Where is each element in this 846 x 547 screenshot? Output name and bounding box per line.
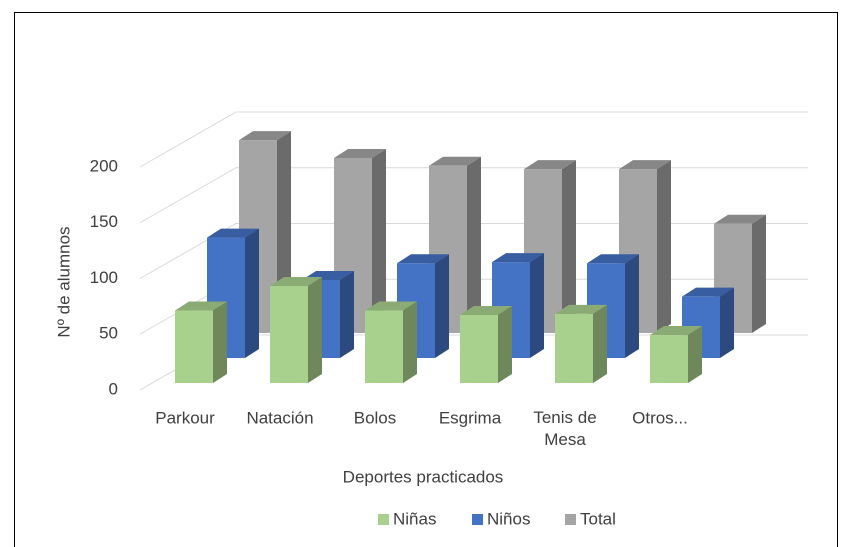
bar-side	[498, 305, 512, 383]
bar-top	[524, 160, 576, 170]
bar-top	[397, 254, 449, 264]
legend-swatch	[472, 514, 483, 525]
bar-top	[650, 326, 702, 336]
legend-label: Total	[580, 509, 616, 528]
bar-side	[562, 160, 576, 333]
bar	[555, 304, 607, 383]
x-tick-label: Natación	[246, 408, 313, 427]
legend-label: Niños	[487, 509, 530, 528]
bar-front	[555, 313, 593, 383]
bar-top	[682, 287, 734, 297]
x-tick-label: Tenis de Mesa	[533, 408, 596, 449]
bar-side	[245, 228, 259, 358]
bar-front	[365, 310, 403, 383]
bar-top	[587, 254, 639, 264]
bar-top	[270, 276, 322, 286]
bar-side	[720, 287, 734, 358]
bar-top	[555, 304, 607, 314]
grid-line	[139, 167, 808, 224]
bar-side	[530, 253, 544, 358]
bar-side	[340, 270, 354, 358]
bar-top	[207, 228, 259, 238]
bar-front	[270, 285, 308, 383]
bar-side	[752, 214, 766, 333]
y-tick-label: 100	[90, 268, 118, 287]
bar-front	[460, 314, 498, 383]
x-axis-title: Deportes practicados	[343, 467, 504, 486]
legend-swatch	[565, 514, 576, 525]
bar-top	[492, 253, 544, 263]
bar-top	[460, 305, 512, 315]
bar-top	[619, 160, 671, 170]
bar	[175, 301, 227, 383]
legend-label: Niñas	[393, 509, 436, 528]
legend-swatch	[378, 514, 389, 525]
x-tick-label: Parkour	[155, 408, 215, 427]
bar-top	[175, 301, 227, 311]
bar-side	[213, 301, 227, 383]
x-tick-label: Bolos	[354, 408, 397, 427]
x-tick-label: Esgrima	[439, 408, 502, 427]
bar	[650, 326, 702, 383]
bar-side	[467, 156, 481, 333]
bar-side	[372, 148, 386, 333]
grid-line	[139, 111, 808, 168]
bar	[460, 305, 512, 383]
bar-side	[593, 304, 607, 383]
bar-side	[435, 254, 449, 358]
y-tick-label: 50	[99, 324, 118, 343]
bar-top	[365, 301, 417, 311]
bar	[270, 276, 322, 383]
y-tick-label: 0	[109, 379, 118, 398]
y-axis-title: Nº de alumnos	[54, 226, 73, 337]
grid-line	[139, 223, 808, 279]
bar	[365, 301, 417, 383]
bar-side	[308, 276, 322, 383]
bar-front	[175, 310, 213, 383]
bar-top	[714, 214, 766, 224]
y-tick-label: 200	[90, 156, 118, 175]
y-tick-label: 150	[90, 212, 118, 231]
bar-side	[657, 160, 671, 333]
bar-side	[688, 326, 702, 383]
bar-top	[429, 156, 481, 166]
bar-top	[334, 148, 386, 158]
bar-side	[403, 301, 417, 383]
chart-frame	[14, 12, 838, 547]
bar-front	[650, 335, 688, 383]
bar-side	[625, 254, 639, 358]
x-tick-label: Otros...	[632, 408, 688, 427]
bar-top	[239, 131, 291, 141]
